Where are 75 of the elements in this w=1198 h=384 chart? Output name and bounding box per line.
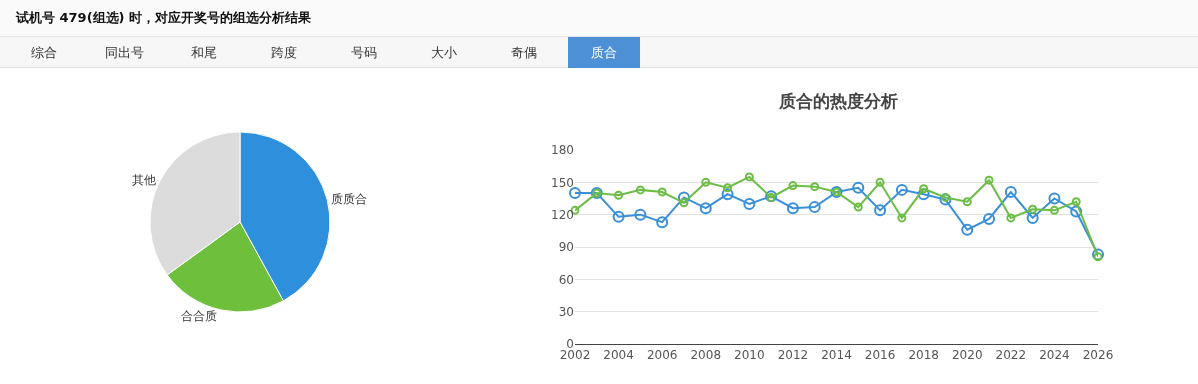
x-tick-label: 2014 [821,348,852,363]
point [677,191,690,204]
point [1049,205,1059,215]
point [569,187,581,200]
x-tick-label: 2012 [777,348,809,363]
point [919,184,929,194]
point [1004,186,1017,199]
x-tick-label: 2018 [908,348,939,363]
text: 质合 [568,37,640,68]
point [1006,213,1016,223]
y-tick-label: 30 [558,304,574,319]
point [1071,197,1081,207]
point [962,197,972,207]
point [723,183,733,193]
point [1070,205,1083,218]
point [635,185,645,195]
point [656,216,669,229]
point [897,213,907,223]
x-tick-label: 2016 [864,348,896,363]
text: 跨度 [270,44,298,62]
x-tick-label: 2004 [603,348,634,363]
point [852,181,865,194]
point [699,202,712,215]
point [679,198,689,208]
y-tick-label: 150 [551,175,574,190]
text: 奇偶 [510,44,538,62]
text: 综合 [30,44,58,62]
x-tick-label: 2024 [1039,348,1070,363]
y-tick-label: 180 [551,143,574,158]
point [1093,252,1103,262]
point [1028,204,1038,214]
point [895,183,908,196]
point [808,201,821,214]
x-tick-label: 2026 [1082,348,1114,363]
point [1026,211,1039,224]
text: 试机号 479(组选) 时，对应开奖号的组选分析结果 [0,0,1198,36]
chart-title: 质合的热度分析 [778,91,899,112]
text: 大小 [430,44,458,62]
point [1048,192,1061,205]
x-tick-label: 2022 [995,348,1027,363]
x-tick-label: 2006 [646,348,678,363]
point [853,202,863,212]
text: 和尾 [190,44,218,62]
point [744,172,754,182]
point [786,202,799,215]
slice-label: 合合质 [180,309,217,324]
point [939,193,952,206]
x-tick-label: 2002 [559,348,591,363]
point [874,204,887,217]
y-tick-label: 60 [558,272,574,287]
point [961,223,974,236]
point [810,182,820,192]
point [614,190,624,200]
point [657,187,667,197]
point [721,188,734,201]
y-tick-label: 120 [551,207,574,222]
point [1092,248,1104,261]
point [940,192,950,202]
point [984,175,994,185]
point [875,177,885,187]
point [983,212,996,225]
x-tick-label: 2010 [734,348,765,363]
text: 同出号 [103,44,145,62]
point [701,177,711,187]
point [917,188,930,201]
slice-label: 其他 [132,172,157,187]
point [612,210,625,223]
point [743,197,756,210]
point [634,208,647,221]
slice-label: 质质合 [330,192,367,207]
point [788,181,798,191]
text: 号码 [350,44,378,62]
x-tick-label: 2008 [690,348,722,363]
y-tick-label: 90 [558,240,574,255]
x-tick-label: 2020 [951,348,983,363]
